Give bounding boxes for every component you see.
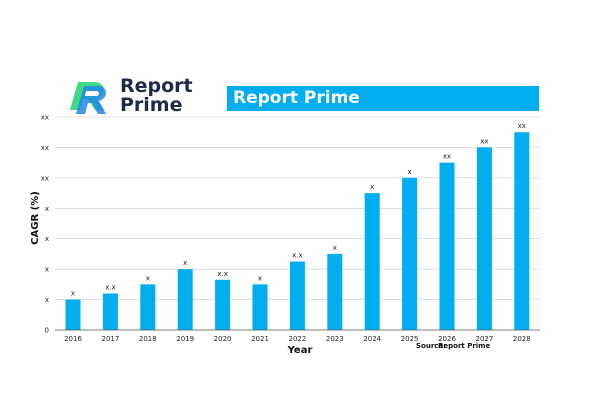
data-label-2023: x	[333, 244, 337, 252]
bar-2020	[215, 279, 231, 330]
bar-2025	[402, 177, 418, 330]
y-tick-label: x	[45, 266, 49, 274]
data-label-2020: x.x	[217, 270, 228, 278]
x-tick-label: 2027	[475, 335, 493, 343]
logo-text-prime: Prime	[120, 94, 183, 116]
data-label-2026: xx	[443, 153, 451, 161]
y-axis-label: CAGR (%)	[30, 191, 41, 245]
title-banner: Report Prime	[227, 86, 539, 111]
logo-text-report: Report	[120, 75, 193, 97]
data-label-2022: x.x	[292, 252, 303, 260]
bar-2023	[327, 253, 343, 330]
y-tick-label: x	[45, 296, 49, 304]
bar-2021	[252, 284, 268, 330]
data-label-2019: x	[183, 259, 187, 267]
data-label-2028: xx	[518, 122, 526, 130]
bar-2024	[364, 193, 380, 330]
data-label-2017: x.x	[105, 283, 116, 291]
bars	[65, 132, 530, 330]
data-label-2025: x	[408, 168, 412, 176]
x-tick-label: 2016	[64, 335, 82, 343]
x-tick-label: 2017	[101, 335, 119, 343]
banner-title: Report Prime	[233, 88, 360, 108]
x-tick-label: 2026	[438, 335, 456, 343]
source-name: Report Prime	[438, 342, 490, 350]
bar-2018	[140, 284, 156, 330]
x-axis-label: Year	[287, 345, 313, 356]
logo-icon	[70, 82, 107, 114]
bar-2022	[289, 261, 305, 330]
x-tick-label: 2019	[176, 335, 194, 343]
bar-2017	[102, 293, 118, 330]
y-tick-label: xx	[41, 114, 49, 122]
data-label-2016: x	[71, 290, 75, 298]
data-label-2018: x	[146, 274, 150, 282]
x-tick-label: 2021	[251, 335, 269, 343]
x-axis-ticks: 2016 2017 2018 2019 2020 2021 2022 2023 2024 2025…	[64, 335, 531, 343]
bar-2027	[476, 147, 492, 330]
data-label-2027: xx	[480, 137, 488, 145]
x-tick-label: 2020	[214, 335, 232, 343]
x-tick-label: 2028	[513, 335, 531, 343]
y-tick-label: x	[45, 205, 49, 213]
data-label-2024: x	[370, 183, 374, 191]
x-tick-label: 2024	[363, 335, 381, 343]
data-label-2021: x	[258, 274, 262, 282]
y-tick-label: xx	[41, 174, 49, 182]
bar-2028	[514, 132, 530, 330]
y-tick-label: x	[45, 235, 49, 243]
y-tick-label: 0	[45, 327, 49, 335]
bar-2026	[439, 162, 455, 330]
x-tick-label: 2025	[401, 335, 419, 343]
x-tick-label: 2018	[139, 335, 157, 343]
bar-2019	[177, 269, 193, 330]
x-tick-label: 2023	[326, 335, 344, 343]
source-label: Source:	[416, 342, 446, 350]
y-tick-label: xx	[41, 144, 49, 152]
x-tick-label: 2022	[288, 335, 306, 343]
report-prime-logo: Report Prime	[64, 76, 204, 116]
bar-2016	[65, 299, 81, 330]
